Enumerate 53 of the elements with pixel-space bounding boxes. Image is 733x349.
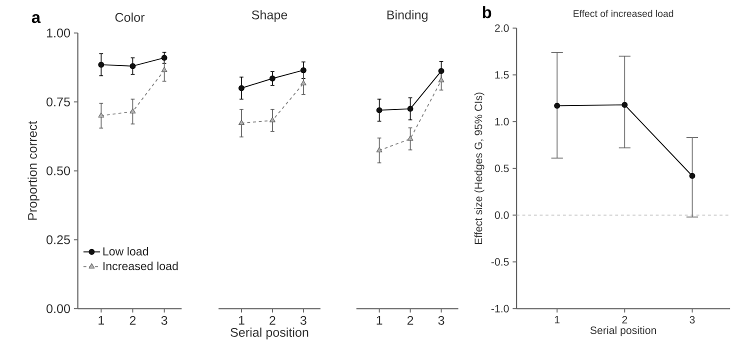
x-tick-label: 3 [161,316,168,325]
text: b [482,6,492,18]
point [407,135,414,140]
y-tick-label: 0.5 [494,164,509,172]
point [269,116,276,122]
point [238,120,244,125]
point [407,106,414,112]
point [98,112,104,118]
x-tick-label: 2 [407,316,414,325]
y-tick-label: 1.5 [495,70,509,78]
y-tick-label: 0.25 [46,235,70,244]
point [238,84,244,91]
x-tick-label: 1 [554,316,560,324]
point [438,68,444,74]
chart-title: Effect of increased load [574,10,674,17]
legend-label: Low load [103,246,148,256]
x-tick-label: 3 [690,316,695,324]
point [269,75,276,82]
y-tick-label: 0.50 [46,166,70,176]
x-tick-label: 2 [270,316,276,325]
y-tick-label: 0.00 [46,304,70,313]
chart-title: Binding [387,10,428,22]
x-tick-label: 3 [300,316,306,325]
point [376,106,382,113]
y-axis-title: Effect size (Hedges G, 95% CIs) [474,92,484,244]
point [161,66,168,72]
x-tick-label: 3 [438,316,444,325]
y-axis-title: Proportion correct [28,120,40,220]
x-tick-label: 1 [98,316,104,324]
y-tick-label: 0.0 [494,211,509,219]
x-tick-label: 1 [238,316,244,324]
point [130,62,136,69]
y-tick-label: 1.0 [495,118,509,126]
point [622,102,628,108]
point [376,146,382,152]
x-axis-title: Serial position [590,326,656,336]
chart-title: Shape [252,10,288,22]
y-tick-label: -0.5 [491,258,509,266]
y-tick-label: 1.00 [46,28,70,38]
x-tick-label: 1 [376,316,382,324]
point [554,102,560,109]
point [689,172,696,179]
legend-label: Increased load [103,261,178,270]
y-tick-label: 2.0 [494,24,509,32]
y-tick-label: 0.75 [46,97,70,106]
chart-title: Color [115,12,145,22]
y-tick-label: -1.0 [491,304,509,312]
point [98,61,104,68]
text: a [32,14,41,23]
point [161,54,168,61]
x-axis-title: Serial position [230,327,308,340]
x-tick-label: 2 [130,316,136,325]
x-tick-label: 2 [622,316,628,324]
